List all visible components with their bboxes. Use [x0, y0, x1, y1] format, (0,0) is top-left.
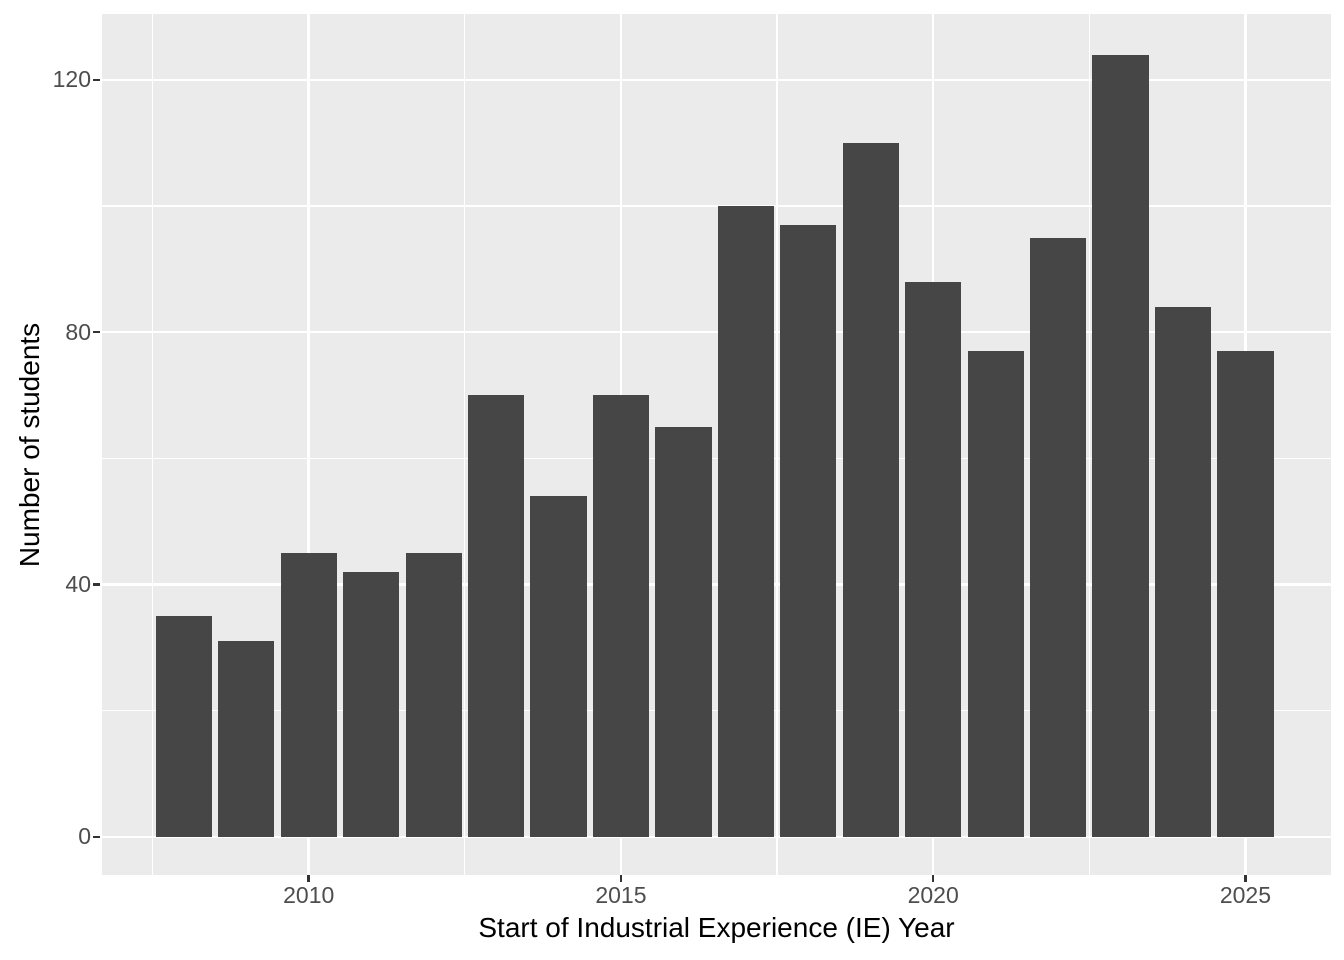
x-minor-gridline — [1088, 14, 1090, 875]
y-major-gridline — [102, 330, 1331, 334]
x-major-gridline — [307, 14, 310, 875]
bar-2014 — [530, 496, 587, 837]
bar-2025 — [1217, 351, 1274, 837]
y-tick-label: 80 — [65, 318, 91, 345]
y-tick-label: 0 — [78, 823, 91, 850]
y-tick-label: 40 — [65, 571, 91, 597]
x-tick-mark — [1244, 875, 1247, 882]
bar-2011 — [343, 571, 400, 837]
y-tick-label: 120 — [52, 66, 91, 93]
x-minor-gridline — [776, 14, 778, 875]
x-tick-label: 2015 — [595, 882, 647, 908]
bar-2012 — [405, 552, 462, 837]
x-tick-mark — [931, 875, 935, 882]
bar-2010 — [280, 552, 337, 837]
x-minor-gridline — [151, 14, 154, 875]
bar-2021 — [967, 351, 1024, 837]
bar-2024 — [1154, 306, 1212, 837]
bar-2016 — [655, 426, 712, 837]
y-axis-title-text: Number of students — [14, 322, 45, 567]
bar-2020 — [905, 281, 962, 837]
bar-2019 — [842, 142, 899, 837]
x-tick-mark — [619, 875, 623, 882]
bar-2009 — [218, 641, 275, 837]
y-minor-gridline — [102, 710, 1331, 712]
y-major-gridline — [102, 78, 1331, 82]
y-tick-mark — [93, 583, 100, 586]
x-tick-mark — [307, 875, 310, 882]
x-tick-label: 2010 — [283, 882, 335, 908]
y-major-gridline — [102, 583, 1331, 586]
plot-panel — [102, 14, 1331, 875]
x-tick-label: 2025 — [1219, 882, 1272, 908]
bar-2017 — [717, 206, 774, 837]
y-tick-mark — [93, 330, 100, 334]
y-axis-title: Number of students — [0, 14, 60, 875]
y-minor-gridline — [102, 457, 1331, 459]
bar-2018 — [780, 224, 837, 837]
bar-2015 — [592, 395, 650, 837]
y-major-gridline — [102, 835, 1331, 839]
y-tick-mark — [93, 78, 100, 82]
x-axis-title: Start of Industrial Experience (IE) Year — [478, 912, 955, 943]
bar-2022 — [1029, 237, 1087, 837]
bar-2008 — [155, 616, 212, 837]
y-minor-gridline — [102, 205, 1331, 207]
y-tick-mark — [93, 835, 100, 839]
x-tick-label: 2020 — [907, 882, 959, 908]
bar-2013 — [467, 395, 525, 837]
bar-2023 — [1092, 54, 1149, 837]
x-minor-gridline — [464, 14, 466, 875]
